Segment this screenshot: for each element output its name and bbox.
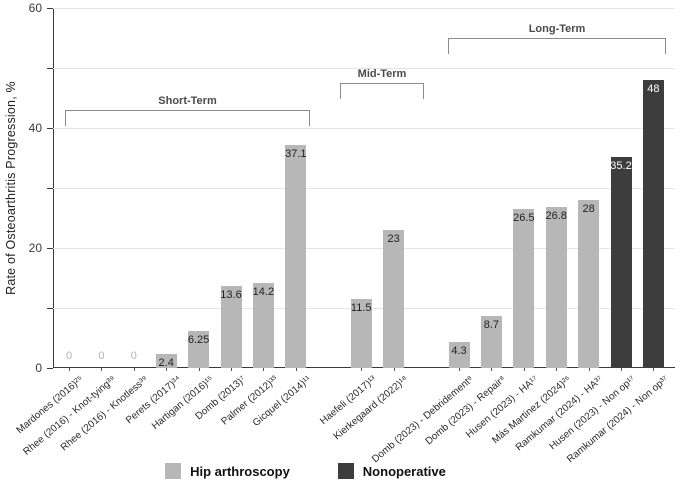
zero-value-label: 0 [65,350,73,362]
x-axis-tick [263,368,265,371]
bar [545,207,567,368]
x-axis-tick [491,368,493,371]
bar-value-label: 14.2 [252,285,275,298]
x-axis-label: Gicquel (2014)¹¹ [250,374,313,429]
x-axis-tick [166,368,168,371]
legend: Hip arthroscopy Nonoperative [0,463,681,479]
bar-value-label: 35.2 [610,159,632,172]
bar-value-label: 8.7 [483,318,500,331]
bar [285,145,307,368]
x-axis-tick [393,368,395,371]
x-axis-tick [556,368,558,371]
group-label: Mid-Term [357,68,407,80]
bar-value-label: 26.5 [513,212,535,224]
y-axis-tick [47,67,53,69]
bar-value-label: 6.25 [187,333,210,346]
bar [610,156,632,368]
y-axis-tick [47,367,53,369]
bar-value-label: 28 [582,203,595,215]
bar-value-label: 37.1 [285,148,307,161]
x-axis-tick [231,368,232,371]
y-tick-label: 20 [28,241,42,255]
bar-value-label: 26.8 [545,210,567,223]
x-axis-tick [133,368,135,371]
group-bracket [340,83,424,99]
y-axis-tick [47,307,53,309]
bar-value-label: 4.3 [451,345,467,358]
bar-value-label: 11.5 [350,302,372,314]
group-bracket [65,110,310,126]
x-axis-tick [459,368,460,371]
legend-item-nonoperative: Nonoperative [337,463,446,479]
y-tick-label: 40 [28,121,42,135]
gridline [53,248,675,249]
group-bracket [448,38,666,54]
y-axis-tick [47,187,53,189]
legend-label-hip-arthroscopy: Hip arthroscopy [190,463,290,479]
bar [188,330,210,368]
y-tick-label: 60 [28,1,42,15]
group-label: Long-Term [528,23,586,35]
bar [448,342,470,368]
y-axis-tick [47,7,53,9]
bar [480,315,502,368]
x-axis-tick [198,368,200,371]
bar-value-label: 2.4 [158,356,174,369]
gridline [53,68,675,69]
bar [350,299,372,368]
legend-item-hip-arthroscopy: Hip arthroscopy [165,463,290,479]
bar-value-label: 48 [647,83,660,95]
bar [155,353,177,368]
gridline [53,188,675,189]
gridline [53,8,675,9]
y-tick-label: 0 [35,361,42,375]
x-axis-tick [361,368,363,371]
bar-value-label: 23 [387,233,400,245]
bar [642,80,664,368]
bar-value-label: 13.6 [220,289,242,302]
bar [578,200,600,368]
x-axis-tick [295,368,297,371]
x-axis-tick [101,368,103,371]
zero-value-label: 0 [130,350,137,362]
legend-label-nonoperative: Nonoperative [362,463,446,479]
x-axis-tick [588,368,590,371]
y-axis-tick [47,247,53,249]
x-axis-tick [523,368,525,371]
group-label: Short-Term [158,95,217,107]
gridline [53,128,675,129]
bar [252,282,274,368]
x-axis-tick [69,368,70,371]
y-axis-title: Rate of Osteoarthritis Progression, % [4,81,18,295]
x-axis-tick [653,368,655,371]
bar [383,230,405,368]
zero-value-label: 0 [98,350,105,362]
x-axis-tick [621,368,622,371]
y-axis-tick [47,127,53,129]
bar [220,286,242,368]
bar [513,209,535,368]
hip-arthroscopy-swatch [165,463,182,479]
nonoperative-swatch [337,463,354,479]
